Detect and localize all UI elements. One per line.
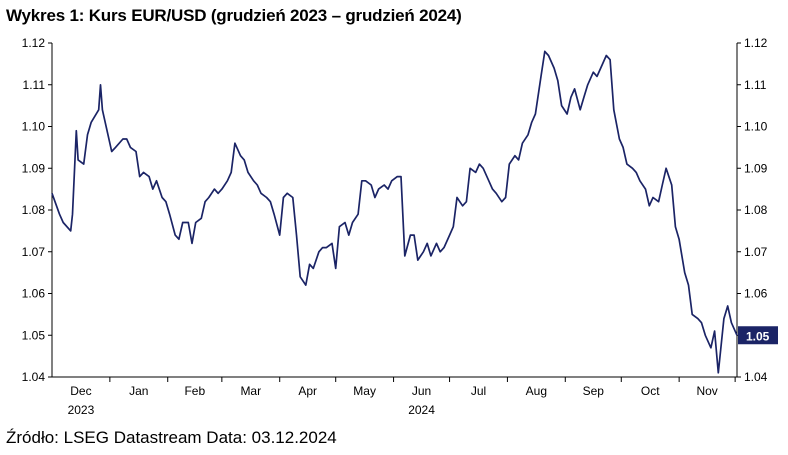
x-tick-label: Jan bbox=[129, 384, 148, 398]
x-axis: Dec 2023 Jan Feb Mar Apr May Jun 2024 Jul Aug Sep Oc… bbox=[68, 377, 736, 417]
y-tick-label-right: 1.04 bbox=[744, 370, 768, 384]
y-tick-label: 1.09 bbox=[22, 161, 46, 175]
x-tick-label: Jul bbox=[471, 384, 486, 398]
y-tick-label: 1.10 bbox=[22, 120, 46, 134]
source-note: Źródło: LSEG Datastream Data: 03.12.2024 bbox=[6, 428, 337, 447]
chart: 1.04 1.05 1.06 1.07 1.08 1.09 1.10 1.11 1.12 1.0… bbox=[22, 36, 778, 417]
x-tick-label: Oct bbox=[641, 384, 660, 398]
y-tick-label-right: 1.08 bbox=[744, 203, 768, 217]
chart-axes bbox=[51, 43, 738, 378]
chart-title: Wykres 1: Kurs EUR/USD (grudzień 2023 – … bbox=[6, 6, 462, 25]
x-tick-year-label: 2024 bbox=[408, 403, 435, 417]
y-tick-label: 1.04 bbox=[22, 370, 46, 384]
y-tick-label-right: 1.07 bbox=[744, 245, 768, 259]
y-tick-label: 1.07 bbox=[22, 245, 46, 259]
y-tick-label: 1.08 bbox=[22, 203, 46, 217]
y-tick-label-right: 1.12 bbox=[744, 36, 768, 50]
y-tick-label: 1.05 bbox=[22, 328, 46, 342]
y-tick-label: 1.12 bbox=[22, 36, 46, 50]
x-tick-label: Mar bbox=[240, 384, 261, 398]
y-tick-label: 1.11 bbox=[23, 78, 46, 92]
x-tick-label: Dec bbox=[70, 384, 91, 398]
x-tick-label: Sep bbox=[583, 384, 605, 398]
x-tick-label: May bbox=[353, 384, 376, 398]
x-tick-label: Nov bbox=[696, 384, 717, 398]
last-value-badge-box bbox=[738, 326, 778, 345]
last-value-badge: 1.05 bbox=[738, 326, 778, 345]
last-value-label: 1.05 bbox=[746, 329, 770, 343]
x-tick-label: Jun bbox=[412, 384, 431, 398]
y-tick-label-right: 1.09 bbox=[744, 161, 768, 175]
y-tick-label-right: 1.11 bbox=[744, 78, 767, 92]
x-tick-label: Aug bbox=[526, 384, 547, 398]
series-line bbox=[51, 50, 738, 374]
y-axis-left: 1.04 1.05 1.06 1.07 1.08 1.09 1.10 1.11 1.12 bbox=[22, 36, 52, 384]
x-tick-year-label: 2023 bbox=[68, 403, 95, 417]
x-tick-label: Feb bbox=[184, 384, 205, 398]
y-tick-label-right: 1.06 bbox=[744, 287, 768, 301]
y-tick-label-right: 1.10 bbox=[744, 120, 768, 134]
x-tick-label: Apr bbox=[298, 384, 317, 398]
y-tick-label: 1.06 bbox=[22, 287, 46, 301]
